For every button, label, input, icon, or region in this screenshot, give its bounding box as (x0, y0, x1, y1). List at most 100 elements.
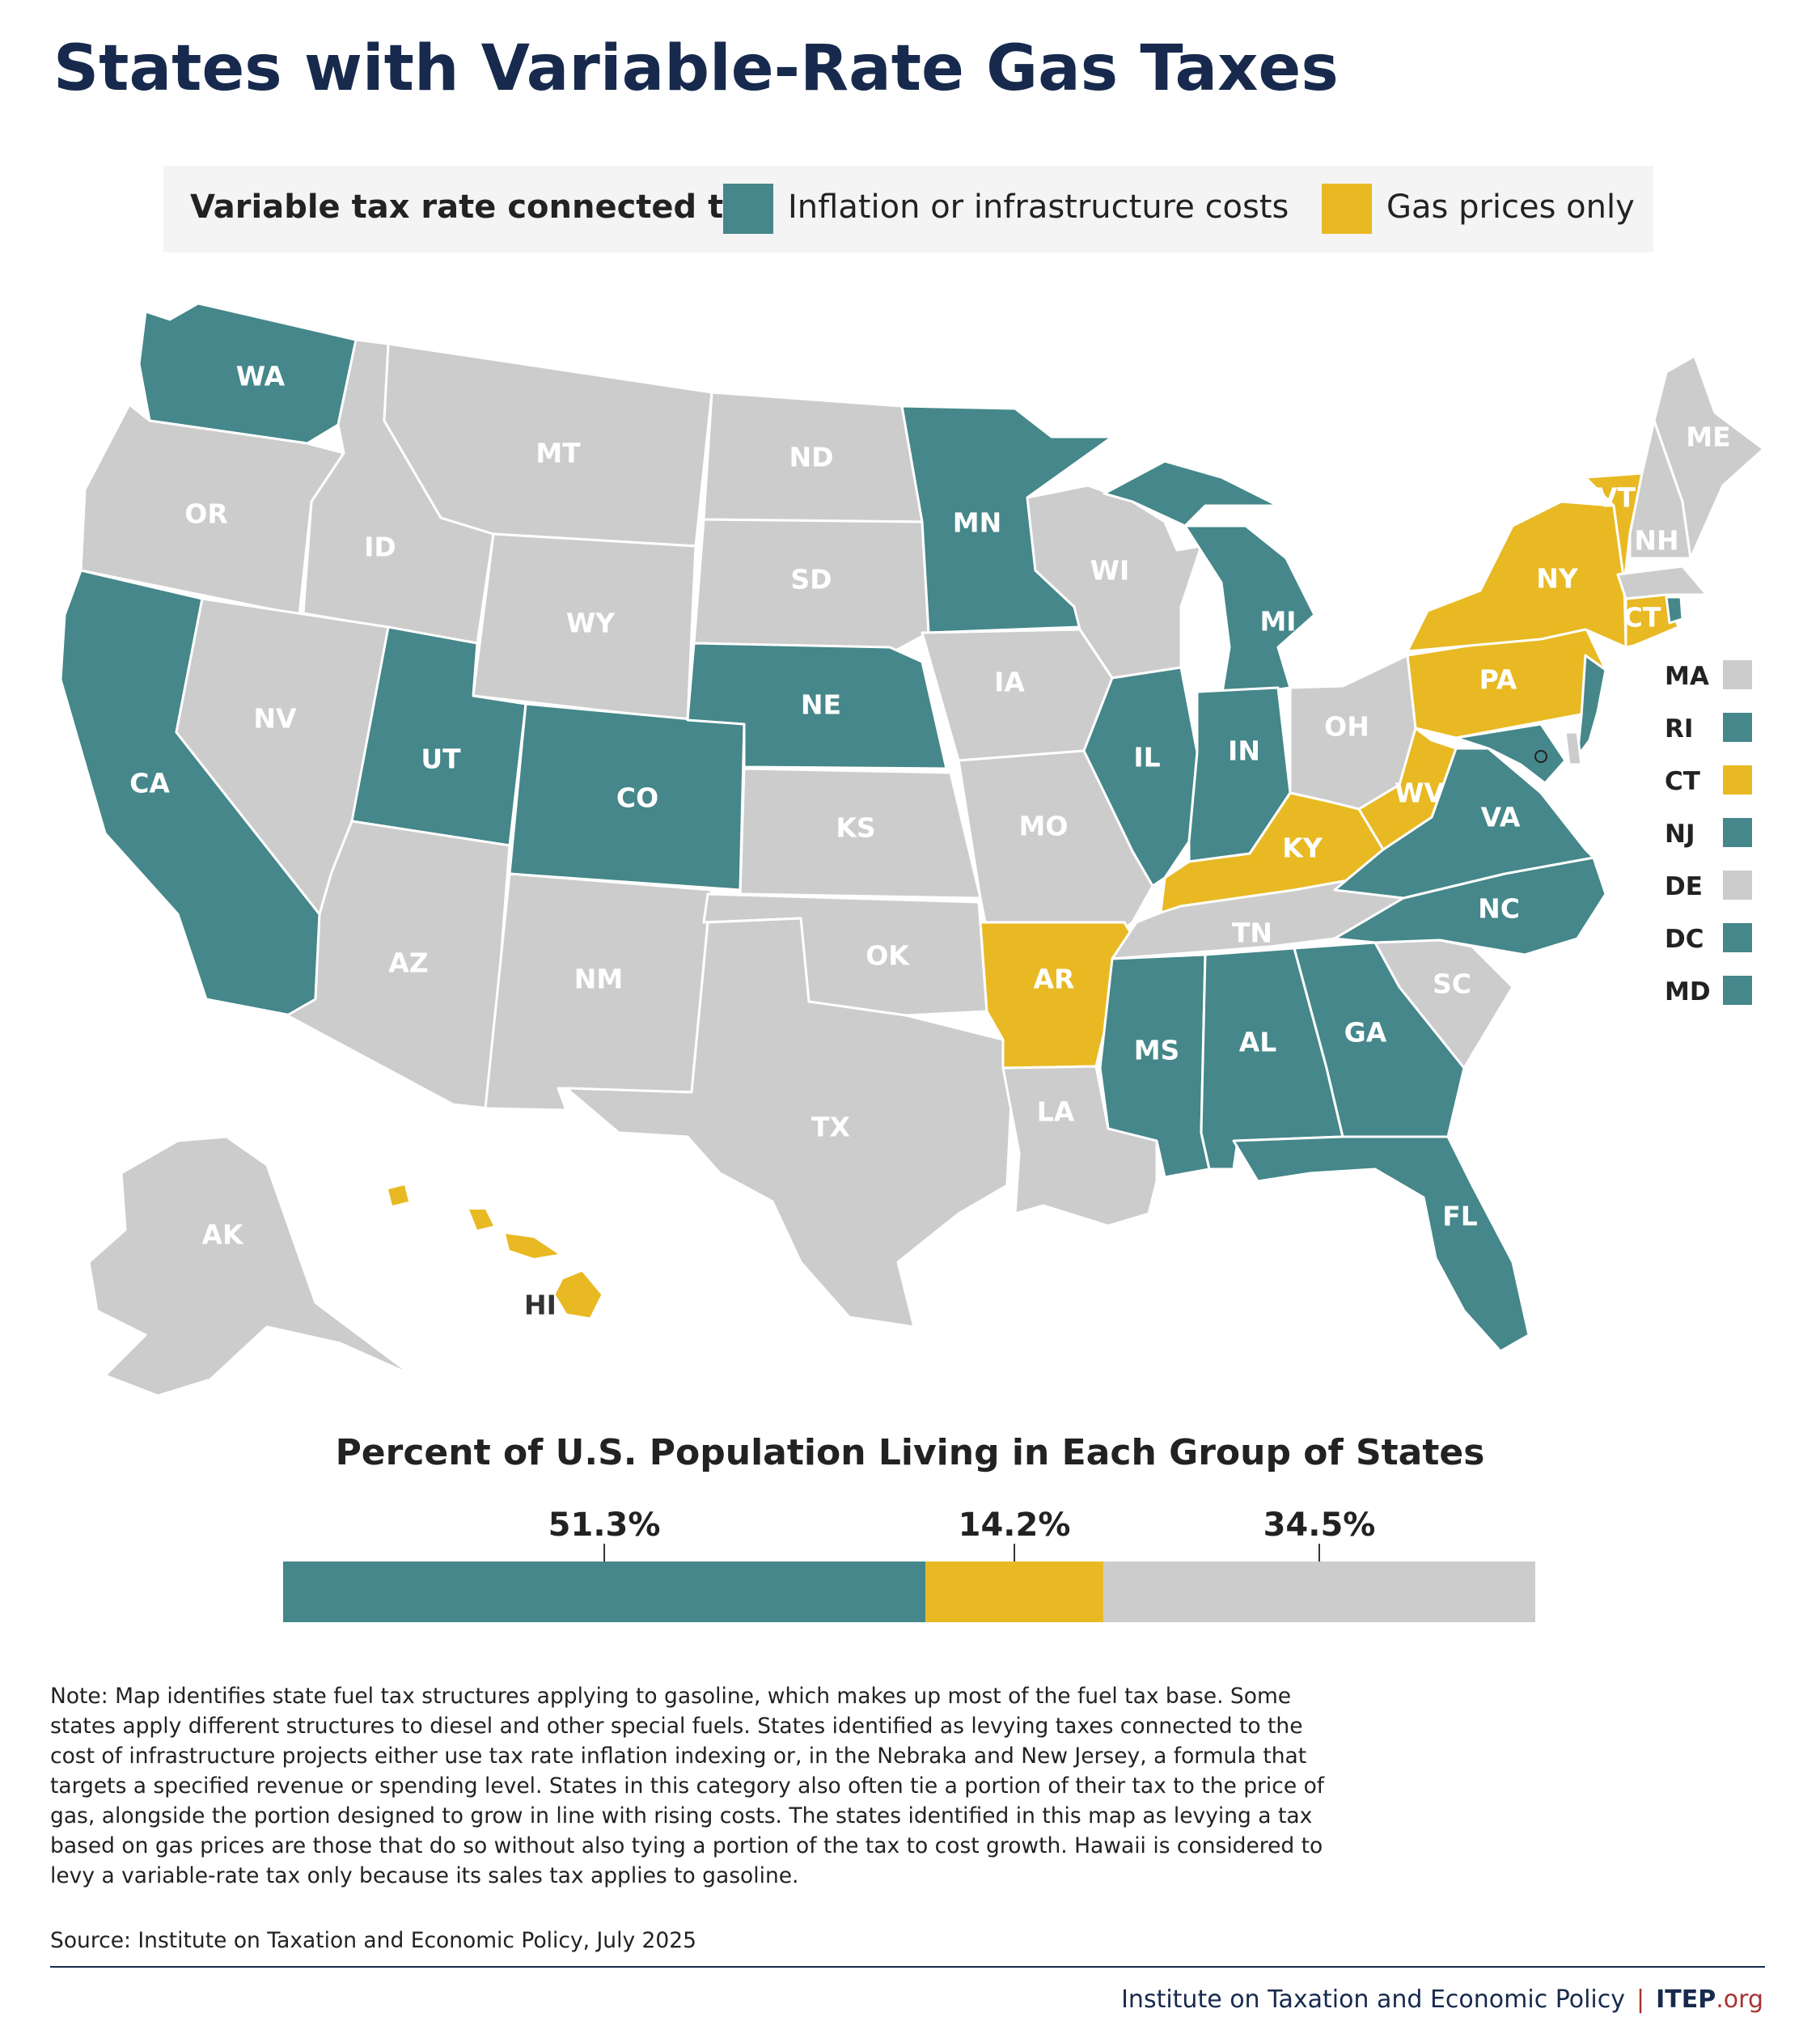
state-me[interactable] (1653, 354, 1765, 560)
state-mi[interactable] (1103, 460, 1316, 699)
state-label-sd: SD (790, 564, 832, 595)
state-label-wi: WI (1090, 555, 1130, 587)
state-label-hi: HI (524, 1290, 557, 1321)
footer-divider (50, 1966, 1765, 1968)
legend-heading: Variable tax rate connected to: (190, 189, 759, 226)
population-segment-inflation (283, 1562, 926, 1622)
state-ne[interactable] (686, 642, 948, 770)
small-state-label: NJ (1665, 820, 1695, 849)
state-label-al: AL (1239, 1027, 1277, 1058)
state-label-pa: PA (1479, 664, 1517, 696)
state-label-co: CO (616, 782, 658, 814)
state-label-ne: NE (801, 689, 841, 721)
small-state-label: RI (1665, 714, 1694, 744)
state-label-mn: MN (953, 507, 1001, 539)
population-label-inflation: 51.3% (548, 1506, 661, 1544)
state-label-me: ME (1686, 422, 1730, 453)
state-nj[interactable] (1576, 654, 1607, 758)
state-label-in: IN (1228, 735, 1260, 767)
state-label-nh: NH (1634, 525, 1678, 557)
state-label-ct: CT (1623, 602, 1661, 634)
small-state-swatch (1723, 713, 1752, 742)
small-state-label: MD (1665, 977, 1711, 1006)
state-label-fl: FL (1442, 1201, 1478, 1232)
population-segment-gas (925, 1562, 1103, 1622)
state-label-ky: KY (1282, 833, 1323, 864)
state-label-tn: TN (1232, 917, 1272, 949)
small-state-swatch (1723, 765, 1752, 795)
state-ma[interactable] (1616, 565, 1708, 600)
state-hi-island-2[interactable] (469, 1210, 493, 1230)
state-md[interactable] (1454, 722, 1567, 785)
state-label-ut: UT (421, 744, 461, 775)
state-label-ga: GA (1344, 1017, 1387, 1049)
state-label-la: LA (1037, 1096, 1075, 1128)
population-chart-title: Percent of U.S. Population Living in Eac… (335, 1432, 1485, 1473)
state-label-nc: NC (1478, 893, 1520, 925)
small-state-swatch (1723, 660, 1752, 689)
dc-marker[interactable] (1534, 750, 1547, 763)
small-state-label: CT (1665, 767, 1700, 796)
legend-swatch-gas (1322, 184, 1372, 234)
state-label-nv: NV (253, 703, 297, 735)
small-state-nj: NJ (1665, 813, 1762, 855)
small-state-ri: RI (1665, 708, 1762, 750)
state-label-oh: OH (1324, 711, 1369, 743)
state-label-ia: IA (994, 667, 1025, 698)
small-state-dc: DC (1665, 918, 1762, 960)
state-label-tx: TX (811, 1112, 850, 1143)
state-fl[interactable] (1232, 1135, 1530, 1353)
state-label-wa: WA (236, 361, 286, 392)
state-label-mi: MI (1259, 606, 1296, 638)
itep-logo[interactable]: ITEP (1656, 1985, 1716, 2014)
note-text: Note: Map identifies state fuel tax stru… (50, 1684, 1325, 1888)
state-ny[interactable] (1406, 500, 1627, 653)
footer: Institute on Taxation and Economic Polic… (1121, 1985, 1763, 2014)
state-sd[interactable] (692, 518, 930, 655)
state-label-va: VA (1481, 802, 1521, 833)
legend: Variable tax rate connected to: Inflatio… (163, 166, 1653, 252)
state-label-nm: NM (574, 964, 623, 995)
small-state-ct: CT (1665, 761, 1762, 803)
state-label-mt: MT (535, 438, 581, 469)
state-label-sc: SC (1433, 968, 1471, 1000)
state-la[interactable] (1001, 1065, 1158, 1227)
small-state-md: MD (1665, 971, 1762, 1013)
small-state-swatch (1723, 871, 1752, 900)
state-label-id: ID (364, 532, 396, 563)
state-tx[interactable] (565, 917, 1013, 1328)
state-il[interactable] (1082, 666, 1199, 888)
state-label-ar: AR (1034, 964, 1075, 995)
small-state-label: MA (1665, 662, 1709, 691)
state-label-nd: ND (789, 442, 833, 473)
page-title: States with Variable-Rate Gas Taxes (53, 32, 1339, 105)
state-label-vt: VT (1597, 482, 1636, 514)
small-state-label: DE (1665, 872, 1703, 901)
state-ri[interactable] (1665, 595, 1684, 625)
state-label-ca: CA (129, 768, 170, 799)
small-state-swatch (1723, 818, 1752, 847)
legend-swatch-inflation (723, 184, 773, 234)
population-bar: 51.3% 14.2% 34.5% (283, 1506, 1535, 1622)
state-label-az: AZ (388, 947, 428, 979)
state-vt[interactable] (1584, 472, 1644, 584)
small-state-swatch (1723, 923, 1752, 952)
state-label-ok: OK (866, 940, 910, 972)
state-hi-island-1[interactable] (388, 1185, 408, 1206)
small-state-label: DC (1665, 925, 1704, 954)
state-de[interactable] (1564, 731, 1583, 766)
state-label-wy: WY (566, 608, 616, 639)
state-hi[interactable] (552, 1269, 604, 1320)
footer-org-name: Institute on Taxation and Economic Polic… (1121, 1985, 1626, 2014)
legend-label-gas: Gas prices only (1386, 189, 1635, 226)
state-label-ms: MS (1134, 1035, 1180, 1066)
state-ak[interactable] (87, 1135, 414, 1397)
small-state-swatch (1723, 976, 1752, 1005)
footer-separator: | (1636, 1985, 1645, 2014)
state-label-ks: KS (836, 812, 875, 844)
small-state-ma: MA (1665, 655, 1762, 697)
state-hi-island-3[interactable] (506, 1234, 558, 1258)
state-wv[interactable] (1357, 727, 1458, 851)
population-label-none: 34.5% (1263, 1506, 1376, 1544)
state-label-ak: AK (201, 1219, 244, 1251)
